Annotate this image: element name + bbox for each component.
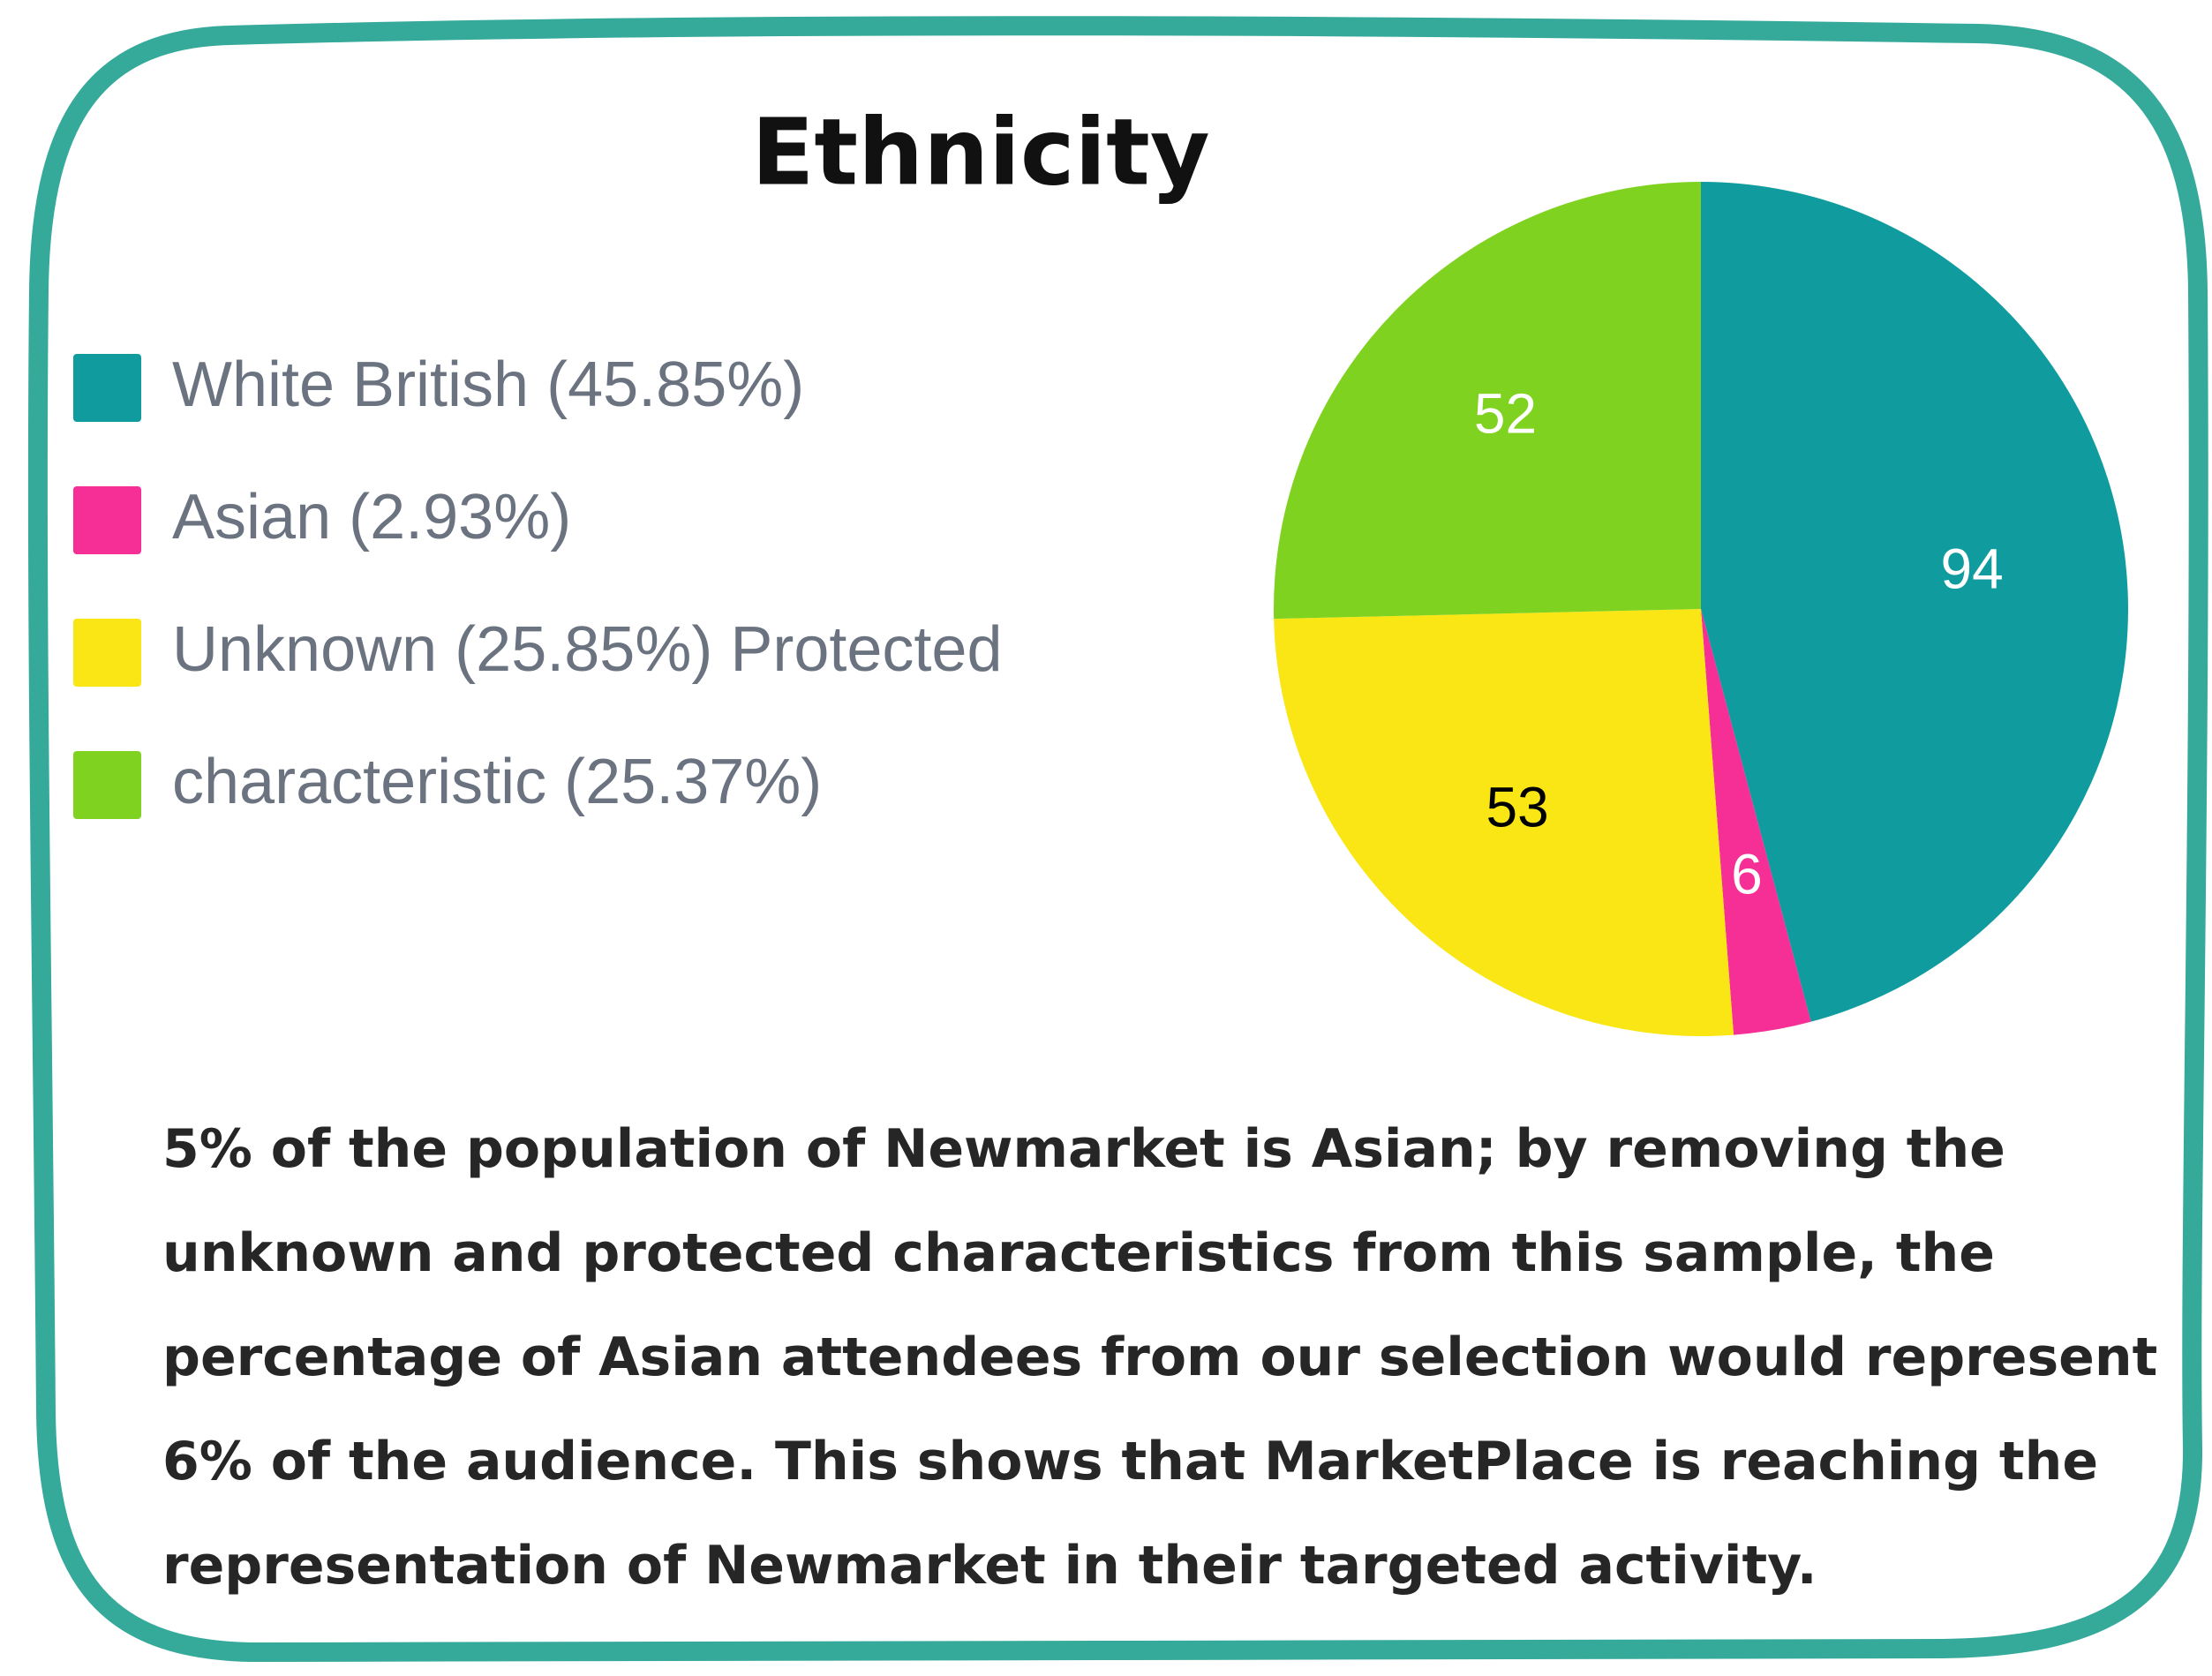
- legend-swatch: [73, 751, 141, 819]
- description-line: unknown and protected characteristics fr…: [162, 1222, 1995, 1284]
- slice-label: 94: [1941, 537, 2004, 601]
- slice-label: 52: [1474, 381, 1537, 445]
- legend-swatch: [73, 354, 141, 422]
- legend-swatch: [73, 486, 141, 554]
- slice-label: 53: [1486, 776, 1549, 839]
- legend-label: Unknown (25.85%) Protected: [172, 614, 1003, 685]
- legend-label: Asian (2.93%): [172, 482, 571, 552]
- description-line: percentage of Asian attendees from our s…: [162, 1327, 2157, 1388]
- slice-label: 6: [1731, 842, 1763, 906]
- pie-slice: [1701, 609, 1811, 1035]
- frame-border: [27, 16, 2208, 1663]
- pie-slice: [1274, 182, 1701, 620]
- chart-title: Ethnicity: [751, 98, 1209, 206]
- pie-slice: [1274, 609, 1734, 1036]
- legend-label: characteristic (25.37%): [172, 747, 822, 817]
- description-line: 6% of the audience. This shows that Mark…: [162, 1431, 2098, 1492]
- description-line: representation of Newmarket in their tar…: [162, 1535, 1817, 1597]
- pie: 94 6 53 52: [1274, 182, 2128, 1036]
- description: 5% of the population of Newmarket is Asi…: [162, 1118, 2157, 1597]
- pie-slice: [1701, 182, 2128, 1022]
- legend: White British (45.85%) Asian (2.93%) Unkno…: [73, 349, 1003, 819]
- legend-swatch: [73, 619, 141, 687]
- legend-label: White British (45.85%): [172, 349, 804, 420]
- description-line: 5% of the population of Newmarket is Asi…: [162, 1118, 2005, 1180]
